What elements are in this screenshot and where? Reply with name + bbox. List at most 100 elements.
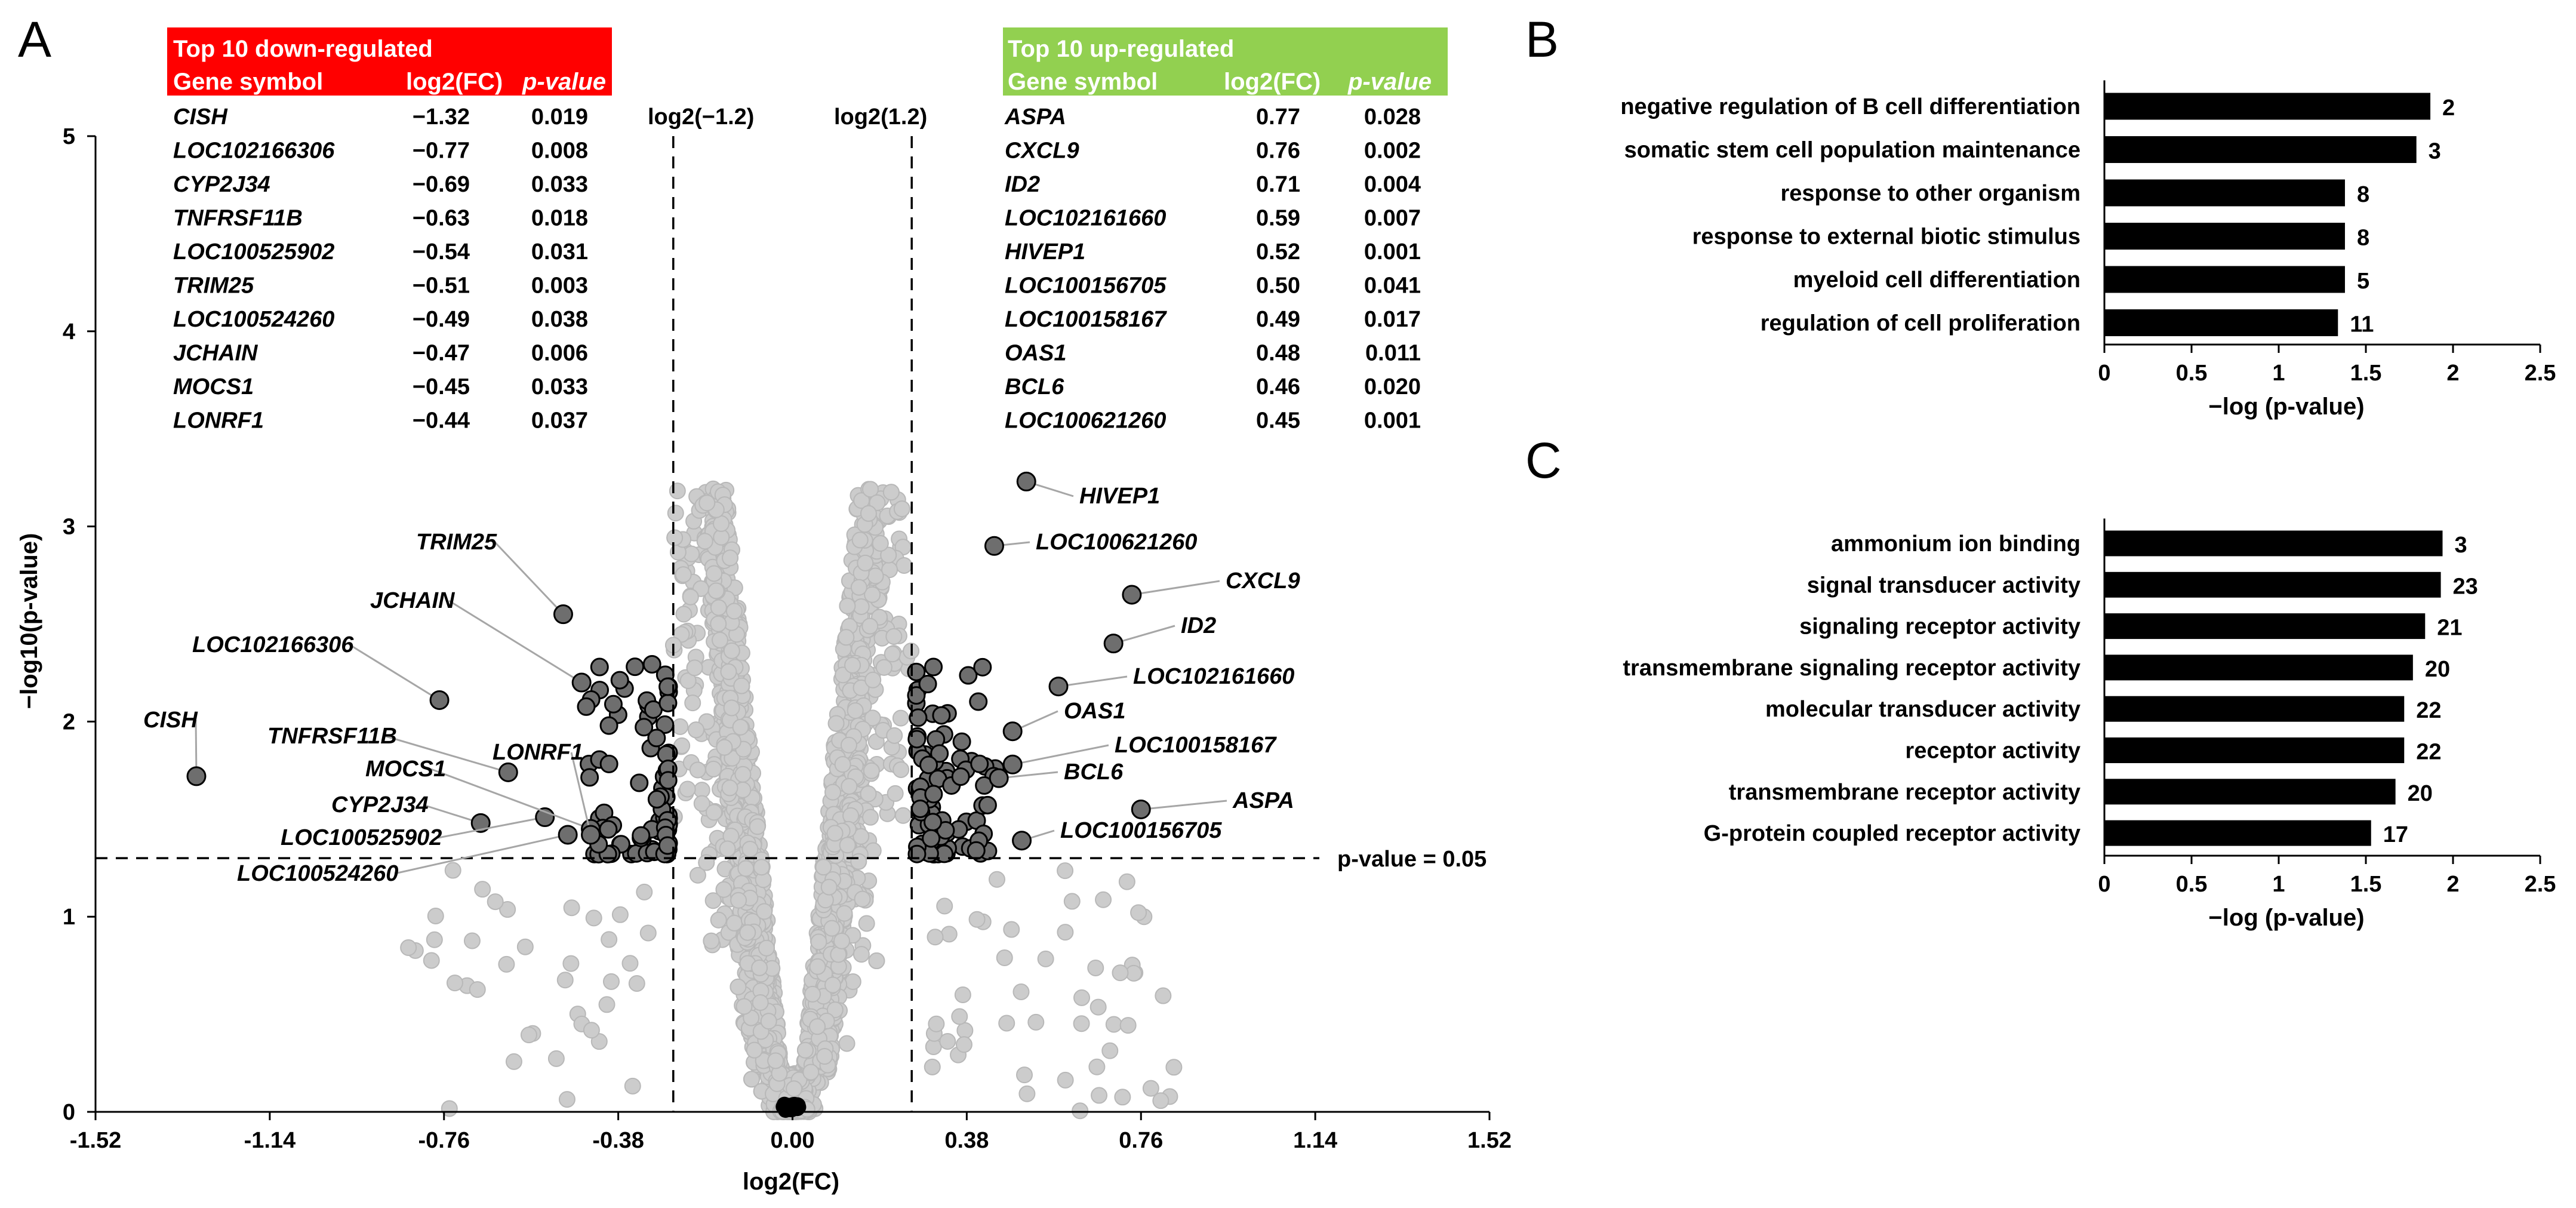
ns-point xyxy=(423,952,440,969)
category-label: signaling receptor activity xyxy=(1799,614,2081,640)
ns-point xyxy=(826,1001,844,1019)
ns-point xyxy=(737,860,755,877)
table-cell-gene: HIVEP1 xyxy=(1005,239,1085,265)
labeled-point xyxy=(429,690,450,710)
bar xyxy=(2104,223,2345,250)
sig-point xyxy=(930,744,949,763)
significant-points xyxy=(577,654,1005,864)
sig-point xyxy=(973,657,992,677)
ns-point xyxy=(753,859,770,876)
down-table-title: Top 10 down-regulated xyxy=(173,36,433,62)
bar xyxy=(2104,571,2441,598)
sig-point xyxy=(590,657,609,677)
volcano-plot: -1.52 -1.14 -0.76 -0.38 0.00 0.38 0.76 1.14 1.52… xyxy=(16,27,1512,1195)
table-cell-fc: −0.45 xyxy=(413,374,470,399)
ns-point xyxy=(628,975,645,992)
ns-point xyxy=(520,1026,537,1044)
category-label: regulation of cell proliferation xyxy=(1761,311,2081,336)
table-cell-gene: TRIM25 xyxy=(173,273,254,299)
table-cell-p: 0.004 xyxy=(1364,172,1421,197)
ns-point xyxy=(556,972,574,989)
table-cell-gene: CYP2J34 xyxy=(173,172,270,197)
bar-count-label: 21 xyxy=(2437,616,2462,641)
ns-point xyxy=(928,1015,945,1032)
ns-point xyxy=(684,694,701,712)
ns-point xyxy=(703,932,720,949)
sig-point xyxy=(580,768,599,787)
ns-point xyxy=(720,663,737,680)
leader-line xyxy=(430,768,592,830)
gene-label: CISH xyxy=(143,708,198,733)
sig-point xyxy=(577,697,596,716)
y-tick-label: 3 xyxy=(63,515,75,540)
gene-label: ASPA xyxy=(1232,788,1294,813)
ns-point xyxy=(956,1022,974,1039)
panel-label-c: C xyxy=(1525,432,1562,488)
x-tick-label: 1 xyxy=(2272,872,2285,897)
table-cell-p: 0.002 xyxy=(1364,139,1421,164)
ns-point xyxy=(741,840,759,857)
category-label: receptor activity xyxy=(1905,739,2081,764)
sig-point xyxy=(969,692,988,711)
table-cell-fc: 0.59 xyxy=(1256,206,1300,231)
sig-point xyxy=(610,671,629,690)
ns-point xyxy=(827,715,845,732)
x-tick-label: 1 xyxy=(2272,361,2285,386)
labeled-point xyxy=(1131,799,1151,819)
sig-point xyxy=(647,729,666,748)
bar-count-label: 8 xyxy=(2357,226,2369,251)
ns-point xyxy=(885,628,903,645)
sig-point xyxy=(910,800,930,819)
ns-point xyxy=(820,878,838,896)
bar xyxy=(2104,737,2405,763)
labeled-point xyxy=(186,766,207,786)
ns-point xyxy=(562,955,580,972)
ns-point xyxy=(1027,1013,1045,1031)
sig-point xyxy=(936,820,955,840)
ns-point xyxy=(706,565,723,582)
ns-point xyxy=(743,1071,760,1088)
labeled-point xyxy=(1002,721,1023,742)
ns-point xyxy=(400,939,417,957)
table-cell-p: 0.008 xyxy=(531,139,588,164)
labeled-point xyxy=(1122,585,1142,605)
table-cell-p: 0.006 xyxy=(531,341,588,366)
table-cell-fc: 0.49 xyxy=(1256,307,1300,332)
panel-label-b: B xyxy=(1525,11,1559,67)
bar-count-label: 17 xyxy=(2383,822,2408,847)
bar-count-label: 23 xyxy=(2453,574,2478,599)
ns-point xyxy=(852,828,870,845)
ns-point xyxy=(786,1080,803,1098)
ns-point xyxy=(809,1018,826,1035)
sig-point xyxy=(951,767,970,786)
sig-point xyxy=(632,826,651,845)
table-cell-fc: −0.51 xyxy=(413,273,470,299)
table-cell-fc: −0.63 xyxy=(413,206,470,231)
ns-point xyxy=(469,981,486,998)
table-cell-p: 0.020 xyxy=(1364,374,1421,399)
ns-point xyxy=(739,924,756,941)
ns-point xyxy=(894,807,912,824)
ns-point xyxy=(751,959,768,976)
bar xyxy=(2104,696,2405,722)
ns-point xyxy=(722,549,739,567)
ns-point xyxy=(730,978,747,995)
table-cell-p: 0.028 xyxy=(1364,104,1421,130)
ns-point xyxy=(887,785,904,802)
ns-point xyxy=(861,617,879,635)
table-cell-gene: LOC102166306 xyxy=(173,139,335,164)
down-table-col-p: p-value xyxy=(522,69,606,95)
x-axis-title: −log (p-value) xyxy=(2208,394,2364,420)
ns-point xyxy=(704,892,722,909)
x-axis-title: −log (p-value) xyxy=(2208,905,2364,931)
ns-point xyxy=(716,739,733,756)
gene-label: LOC100156705 xyxy=(1060,818,1222,843)
table-cell-p: 0.011 xyxy=(1365,341,1421,366)
ns-point xyxy=(895,557,913,574)
ns-point xyxy=(939,1032,956,1050)
table-cell-fc: −0.54 xyxy=(413,239,470,265)
ns-point xyxy=(1072,1102,1089,1120)
x-tick-label: 0.38 xyxy=(944,1128,989,1153)
ns-point xyxy=(842,807,860,824)
ns-point xyxy=(735,998,753,1015)
